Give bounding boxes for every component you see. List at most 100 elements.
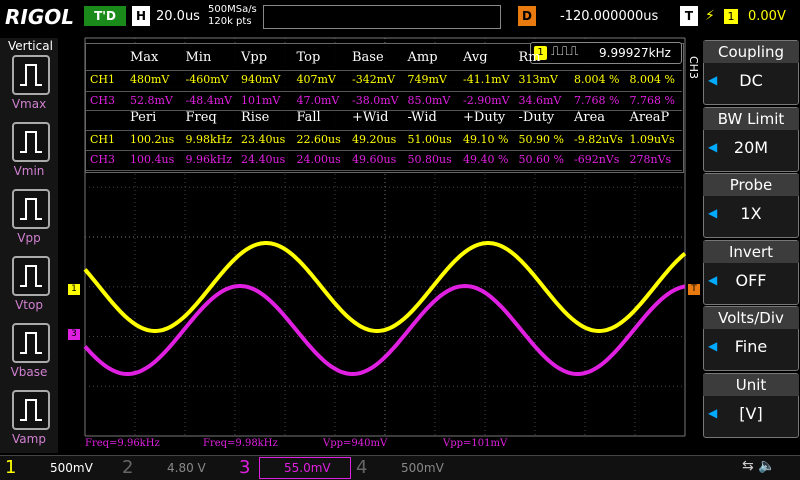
- table-header: Freq: [185, 110, 217, 125]
- timebase[interactable]: 20.0us: [156, 9, 200, 24]
- menu-button-value: OFF: [735, 270, 767, 290]
- menu-arrow: ◀: [708, 272, 718, 287]
- menu-arrow: ◀: [708, 73, 718, 87]
- table-cell: 49.60us: [352, 153, 397, 166]
- menu-icon[interactable]: [12, 390, 50, 430]
- menu-button-value: 20M: [733, 137, 769, 157]
- table-separator: [86, 110, 682, 111]
- table-separator: [86, 150, 682, 151]
- channel-number[interactable]: 3: [239, 457, 251, 478]
- table-header: Base: [352, 50, 384, 65]
- sample-rate: 500MSa/s: [208, 4, 257, 15]
- counter-icon: ⎍⎍⎍: [551, 44, 579, 59]
- channel-number[interactable]: 2: [122, 457, 134, 478]
- waveform-overview: [263, 5, 501, 29]
- table-cell: -9.82uVs: [574, 133, 623, 146]
- table-header: Top: [296, 50, 321, 65]
- table-header: Amp: [407, 50, 438, 65]
- menu-icon[interactable]: [12, 323, 50, 363]
- table-cell: -48.4mV: [185, 94, 233, 107]
- menu-button-value: [V]: [739, 403, 763, 423]
- menu-button-title: Unit: [703, 373, 799, 396]
- usb-icon: ⇆ 🔈: [742, 458, 776, 474]
- trigger-edge-icon: ⚡: [705, 8, 715, 24]
- table-cell: 49.20us: [352, 133, 397, 146]
- table-cell: CH1: [90, 133, 116, 146]
- frequency-counter: 1 ⎍⎍⎍ 9.99927kHz: [530, 42, 682, 64]
- menu-item-label[interactable]: Vtop: [15, 298, 43, 312]
- table-cell: 940mV: [241, 73, 281, 86]
- table-cell: -342mV: [352, 73, 396, 86]
- table-header: AreaP: [629, 110, 670, 125]
- delay[interactable]: -120.000000us: [560, 9, 659, 24]
- table-header: +Wid: [352, 110, 389, 125]
- channel-scale[interactable]: 500mV: [50, 461, 93, 475]
- channel-number[interactable]: 4: [356, 457, 368, 478]
- table-cell: 313mV: [518, 73, 558, 86]
- table-cell: 100.2us: [130, 133, 175, 146]
- trigger-marker[interactable]: T: [688, 284, 700, 295]
- table-cell: 50.80us: [407, 153, 452, 166]
- measure-readout: Freq=9.96kHz: [85, 438, 160, 449]
- timebase-label: H: [132, 6, 150, 26]
- menu-icon[interactable]: [12, 256, 50, 296]
- table-cell: 23.40us: [241, 133, 286, 146]
- left-menu-title: Vertical: [8, 39, 53, 53]
- table-cell: 49.10 %: [463, 133, 509, 146]
- channel-number[interactable]: 1: [5, 457, 17, 478]
- memory-depth: 120k pts: [208, 16, 252, 27]
- menu-item-label[interactable]: Vbase: [10, 365, 48, 379]
- measure-readout: Vpp=940mV: [323, 438, 388, 449]
- menu-arrow: ◀: [708, 139, 718, 154]
- menu-button-title: BW Limit: [703, 107, 799, 130]
- trigger-label: T: [680, 6, 698, 26]
- menu-button-title: Coupling: [703, 41, 799, 63]
- table-cell: 52.8mV: [130, 94, 173, 107]
- menu-button-value: DC: [739, 71, 763, 90]
- table-cell: -692nVs: [574, 153, 620, 166]
- table-cell: 9.96kHz: [185, 153, 233, 166]
- channel-scale[interactable]: 4.80 V: [167, 461, 206, 475]
- menu-button-title: Volts/Div: [703, 307, 799, 329]
- menu-button-title: Probe: [703, 174, 799, 196]
- table-cell: 101mV: [241, 94, 281, 107]
- trigger-level[interactable]: 0.00V: [748, 9, 786, 24]
- counter-channel: 1: [534, 46, 547, 60]
- table-cell: 8.004 %: [629, 73, 675, 86]
- measure-readout: Vpp=101mV: [443, 438, 508, 449]
- logo: RIGOL: [5, 5, 75, 29]
- table-cell: -38.0mV: [352, 94, 399, 107]
- menu-icon[interactable]: [12, 189, 50, 229]
- table-cell: 1.09uVs: [629, 133, 675, 146]
- table-cell: 480mV: [130, 73, 170, 86]
- menu-arrow: ◀: [708, 339, 718, 353]
- table-separator: [86, 70, 682, 71]
- table-cell: 24.00us: [296, 153, 341, 166]
- run-status[interactable]: T'D: [84, 6, 126, 26]
- menu-item-label[interactable]: Vamp: [12, 432, 46, 446]
- menu-item-label[interactable]: Vpp: [17, 231, 41, 245]
- menu-arrow: ◀: [708, 206, 718, 220]
- table-cell: 407mV: [296, 73, 336, 86]
- table-cell: 51.00us: [407, 133, 452, 146]
- table-cell: 749mV: [407, 73, 447, 86]
- table-cell: 24.40us: [241, 153, 286, 166]
- table-cell: CH1: [90, 73, 116, 86]
- table-cell: 7.768 %: [574, 94, 620, 107]
- trigger-channel: 1: [724, 9, 738, 24]
- channel-scale[interactable]: 55.0mV: [284, 461, 331, 475]
- menu-item-label[interactable]: Vmax: [11, 97, 47, 111]
- table-header: -Duty: [518, 110, 555, 125]
- table-cell: 100.4us: [130, 153, 175, 166]
- menu-item-label[interactable]: Vmin: [13, 164, 45, 178]
- menu-icon[interactable]: [12, 55, 50, 95]
- table-header: Area: [574, 110, 606, 125]
- channel-bar: [0, 455, 800, 480]
- ch3-marker[interactable]: 3: [68, 329, 80, 340]
- menu-icon[interactable]: [12, 122, 50, 162]
- table-separator: [86, 130, 682, 131]
- channel-scale[interactable]: 500mV: [401, 461, 444, 475]
- table-cell: 50.90 %: [518, 133, 564, 146]
- table-header: Vpp: [241, 50, 268, 65]
- ch1-marker[interactable]: 1: [68, 284, 80, 295]
